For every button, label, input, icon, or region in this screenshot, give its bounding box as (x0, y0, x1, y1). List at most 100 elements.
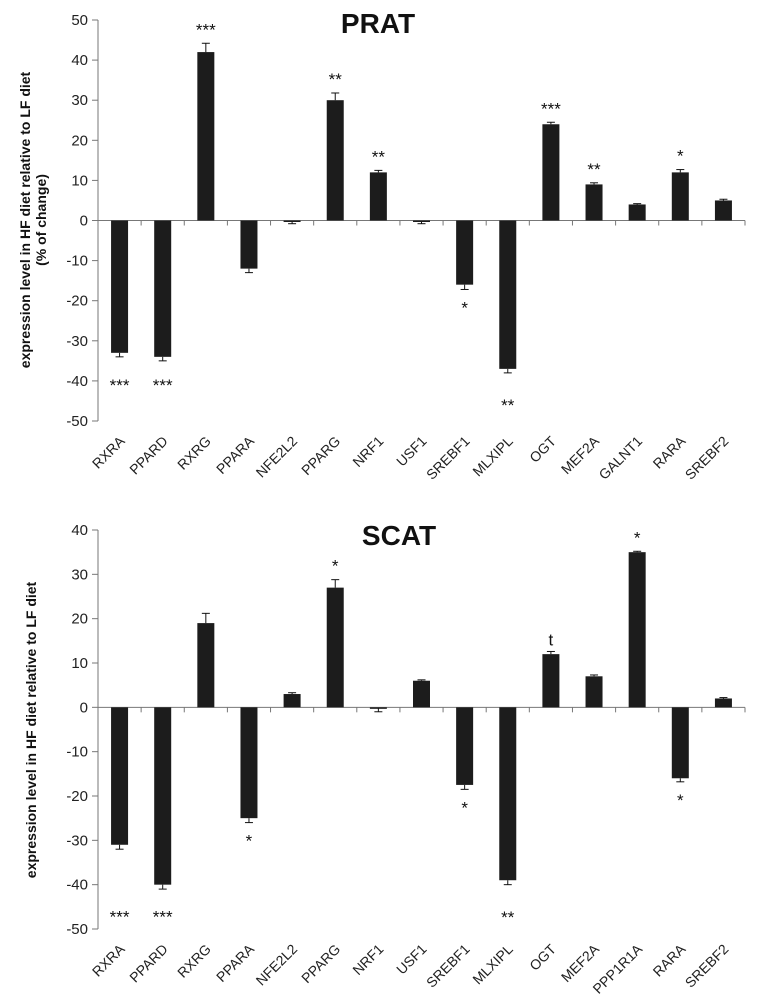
significance-marker: ** (501, 396, 515, 415)
bar-srebf2 (714, 200, 732, 221)
category-label-usf1: USF1 (393, 941, 430, 978)
significance-marker: *** (110, 376, 130, 395)
significance-marker: *** (541, 99, 561, 118)
category-label-ppard: PPARD (126, 941, 171, 986)
category-label-srebf1: SREBF1 (423, 433, 473, 483)
chart-title: SCAT (362, 520, 436, 551)
y-tick-label: 30 (71, 92, 88, 109)
significance-marker: *** (110, 907, 130, 926)
y-axis-label: expression level in HF diet relative to … (17, 71, 33, 368)
category-label-rxra: RXRA (89, 432, 128, 471)
bar-nfe2l2 (283, 694, 301, 708)
significance-marker: *** (153, 376, 173, 395)
significance-marker: * (461, 298, 468, 317)
y-tick-label: -20 (66, 293, 88, 310)
y-axis-label: expression level in HF diet relative to … (23, 581, 39, 878)
y-tick-label: -40 (66, 373, 88, 390)
y-tick-label: 0 (80, 213, 88, 230)
category-label-mlxipl: MLXIPL (469, 433, 516, 480)
y-tick-label: -50 (66, 921, 88, 938)
bar-galnt1 (628, 204, 646, 221)
category-label-rara: RARA (650, 432, 689, 471)
bar-srebf1 (456, 707, 474, 785)
category-label-mlxipl: MLXIPL (469, 941, 516, 988)
bar-nfe2l2 (283, 220, 301, 222)
bar-usf1 (413, 220, 430, 222)
significance-marker: ** (329, 70, 343, 89)
significance-marker: ** (372, 147, 386, 166)
y-tick-label: -50 (66, 413, 88, 430)
chart-title: PRAT (341, 8, 415, 39)
bar-ppp1r1a (628, 552, 646, 708)
significance-marker: * (634, 528, 641, 547)
y-tick-label: 20 (71, 132, 88, 149)
category-label-ppard: PPARD (126, 433, 171, 478)
category-label-srebf1: SREBF1 (423, 941, 473, 991)
bar-mef2a (585, 184, 603, 221)
bar-rxrg (197, 52, 215, 221)
category-label-galnt1: GALNT1 (595, 433, 645, 483)
y-tick-label: 20 (71, 611, 88, 628)
significance-marker: * (677, 791, 684, 810)
significance-marker: ** (501, 908, 515, 927)
category-label-ppara: PPARA (213, 432, 258, 477)
significance-marker: t (549, 630, 554, 649)
category-label-usf1: USF1 (393, 433, 430, 470)
bar-rxra (111, 707, 129, 845)
significance-marker: * (677, 147, 684, 166)
category-label-ppara: PPARA (213, 940, 258, 985)
bar-srebf2 (714, 698, 732, 708)
category-label-nrf1: NRF1 (349, 941, 386, 978)
category-label-rxrg: RXRG (174, 941, 214, 981)
category-label-srebf2: SREBF2 (682, 941, 732, 991)
bar-rara (671, 707, 689, 779)
significance-marker: ** (587, 160, 601, 179)
category-label-pparg: PPARG (298, 941, 343, 986)
y-tick-label: 40 (71, 52, 88, 69)
bar-ogt (542, 654, 560, 708)
category-label-rxrg: RXRG (174, 433, 214, 473)
y-tick-label: -10 (66, 253, 88, 270)
bar-ogt (542, 124, 560, 221)
bar-mef2a (585, 676, 603, 708)
y-tick-label: 0 (80, 699, 88, 716)
significance-marker: *** (196, 20, 216, 39)
bar-mlxipl (499, 707, 517, 881)
bar-rara (671, 172, 689, 221)
category-label-rxra: RXRA (89, 940, 128, 979)
y-tick-label: 30 (71, 566, 88, 583)
y-tick-label: -20 (66, 788, 88, 805)
y-tick-label: -30 (66, 832, 88, 849)
bar-ppara (240, 707, 258, 819)
significance-marker: * (461, 798, 468, 817)
y-axis-label: (% of change) (33, 174, 49, 266)
bar-ppard (154, 220, 172, 357)
y-tick-label: 40 (71, 522, 88, 539)
significance-marker: * (246, 832, 253, 851)
bar-rxra (111, 220, 129, 353)
y-tick-label: 10 (71, 172, 88, 189)
category-label-srebf2: SREBF2 (682, 433, 732, 483)
bar-srebf1 (456, 220, 474, 285)
category-label-nrf1: NRF1 (349, 433, 386, 470)
chart-prat: -50-40-30-20-1001020304050***RXRA***PPAR… (17, 8, 746, 483)
y-tick-label: -30 (66, 333, 88, 350)
category-label-ogt: OGT (526, 432, 559, 465)
category-label-nfe2l2: NFE2L2 (253, 941, 301, 989)
bar-ppard (154, 707, 172, 885)
category-label-rara: RARA (650, 940, 689, 979)
bar-pparg (326, 587, 344, 708)
y-tick-label: 50 (71, 12, 88, 29)
bar-nrf1 (369, 707, 387, 709)
category-label-pparg: PPARG (298, 433, 343, 478)
category-label-ogt: OGT (526, 940, 559, 973)
category-label-nfe2l2: NFE2L2 (253, 433, 301, 481)
bar-pparg (326, 100, 344, 221)
bar-usf1 (413, 680, 430, 708)
bar-ppara (240, 220, 258, 269)
y-tick-label: -10 (66, 744, 88, 761)
bar-nrf1 (369, 172, 387, 221)
bar-mlxipl (499, 220, 517, 369)
